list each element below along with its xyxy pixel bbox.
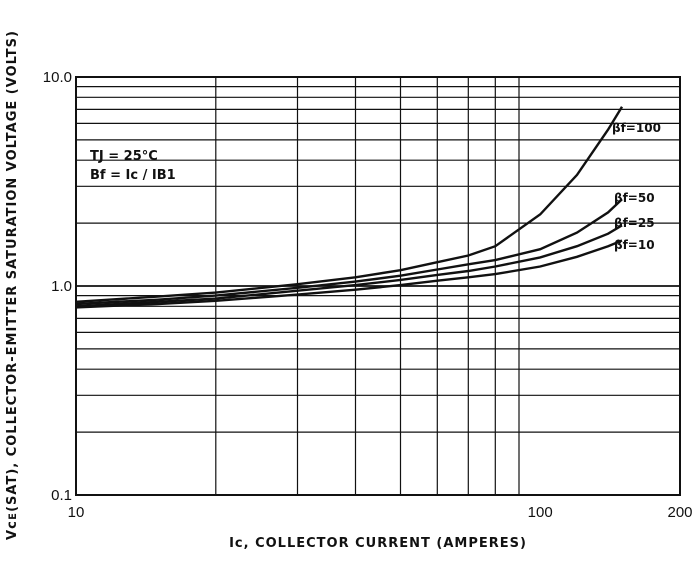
series-line-0	[75, 106, 624, 303]
y-axis-title: Vᴄᴇ(SAT), COLLECTOR-EMITTER SATURATION V…	[5, 30, 20, 540]
y-tick-label: 0.1	[51, 487, 72, 504]
series-line-2	[75, 224, 623, 308]
grid	[75, 76, 681, 496]
x-tick-label: 10	[68, 504, 85, 521]
series-label-2: βf=25	[614, 216, 655, 230]
x-axis-title: Iᴄ, COLLECTOR CURRENT (AMPERES)	[229, 536, 527, 551]
series-label-0: βf=100	[612, 121, 661, 135]
annotation-beta-definition: Bf = Ic / IB1	[90, 168, 176, 183]
series-label-3: βf=10	[614, 238, 655, 252]
tick-labels: 10 100 200 10.0 1.0 0.1	[43, 69, 693, 521]
plot-frame	[75, 76, 681, 496]
series-labels: βf=100 βf=50 βf=25 βf=10	[612, 121, 661, 252]
annotation-temperature: TJ = 25°C	[90, 149, 158, 164]
x-tick-label: 100	[528, 504, 553, 521]
y-tick-label: 10.0	[43, 69, 72, 86]
series-line-3	[75, 239, 623, 309]
series-line-1	[75, 198, 623, 306]
y-tick-label: 1.0	[51, 278, 72, 295]
series-label-1: βf=50	[614, 191, 655, 205]
x-tick-label: 200	[667, 504, 692, 521]
curves	[75, 106, 624, 309]
